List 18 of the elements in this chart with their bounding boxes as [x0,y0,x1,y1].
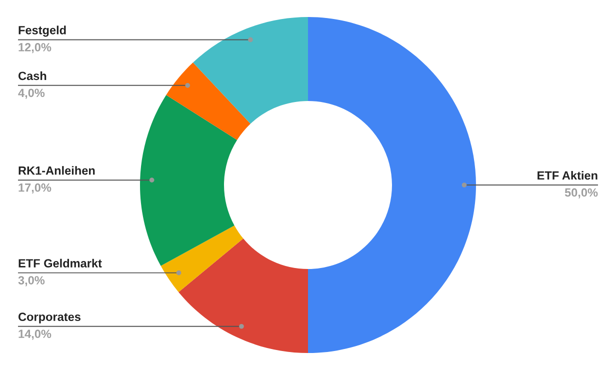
slice-label: Cash [18,71,46,80]
slice-label: ETF Aktien [538,170,598,180]
slice-label: Corporates [18,312,80,324]
slice-label: RK1-Anleihen [18,166,95,175]
donut-slice [178,238,308,353]
donut-slice [192,17,308,124]
donut-slice [160,225,244,292]
data-label: 50,0% [564,188,598,198]
data-label: 14,0% [18,330,52,340]
data-label: 12,0% [18,43,52,54]
donut-slice [140,94,238,266]
donut-slice [308,17,476,353]
data-label: 17,0% [18,183,52,194]
donut-slice [166,62,250,140]
slice-label: ETF Geldmarkt [18,258,102,268]
slice-label: Festgeld [18,26,66,37]
data-label: 4,0% [18,88,45,99]
data-label: 3,0% [18,276,45,286]
